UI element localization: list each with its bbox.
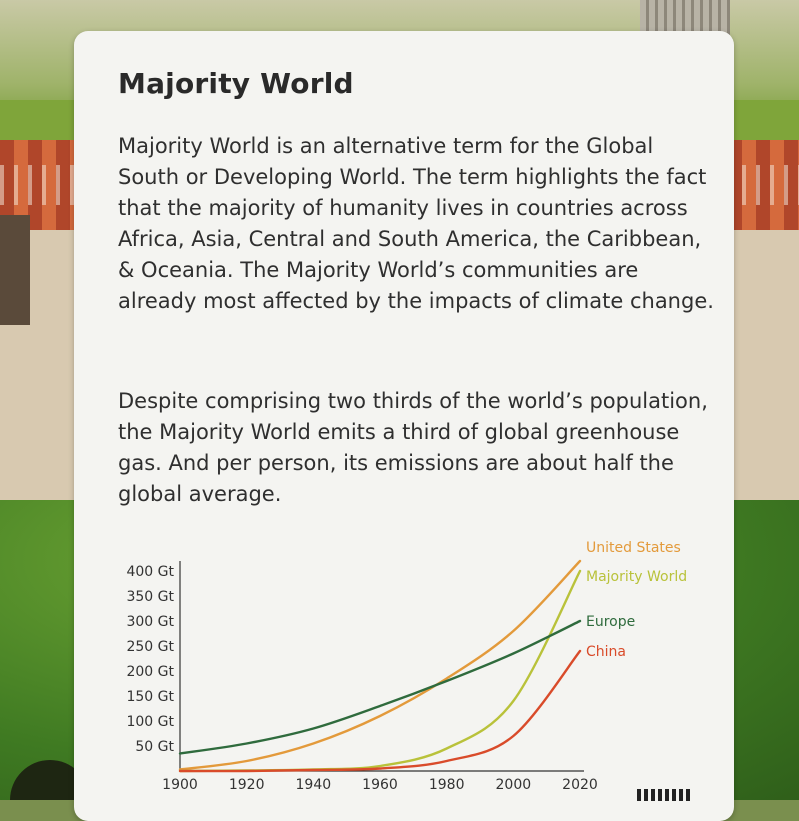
x-tick-label: 2000 xyxy=(496,777,532,793)
series-line-majority-world xyxy=(178,569,582,773)
x-tick-label: 1920 xyxy=(229,777,265,793)
y-tick-label: 350 Gt xyxy=(126,589,174,605)
y-tick-label: 250 Gt xyxy=(126,639,174,655)
x-tick-label: 2020 xyxy=(562,777,598,793)
y-tick-label: 50 Gt xyxy=(135,739,174,755)
y-tick-label: 300 Gt xyxy=(126,614,174,630)
y-tick-label: 200 Gt xyxy=(126,664,174,680)
legend-label-europe: Europe xyxy=(586,614,635,630)
emissions-line-chart: 50 Gt 100 Gt 150 Gt 200 Gt 250 Gt 300 Gt 350 G… xyxy=(126,540,687,793)
y-tick-label: 400 Gt xyxy=(126,564,174,580)
series-line-china xyxy=(178,649,582,773)
y-tick-label: 150 Gt xyxy=(126,689,174,705)
card-paragraph-1: Majority World is an alternative term fo… xyxy=(118,134,714,313)
legend-label-majority-world: Majority World xyxy=(586,569,687,585)
legend-label-china: China xyxy=(586,644,626,660)
x-tick-label: 1940 xyxy=(296,777,332,793)
series-line-europe xyxy=(178,619,582,755)
card-title: Majority World xyxy=(118,67,354,100)
series-line-united-states xyxy=(178,559,582,771)
qr-code xyxy=(637,789,693,801)
info-card: Majority World Majority World is an alte… xyxy=(74,31,734,821)
x-tick-label: 1960 xyxy=(362,777,398,793)
x-tick-label: 1980 xyxy=(429,777,465,793)
legend-label-united-states: United States xyxy=(586,540,681,556)
card-paragraph-2: Despite comprising two thirds of the wor… xyxy=(118,389,708,506)
x-tick-label: 1900 xyxy=(162,777,198,793)
y-tick-label: 100 Gt xyxy=(126,714,174,730)
background-dark-panel xyxy=(0,215,30,325)
